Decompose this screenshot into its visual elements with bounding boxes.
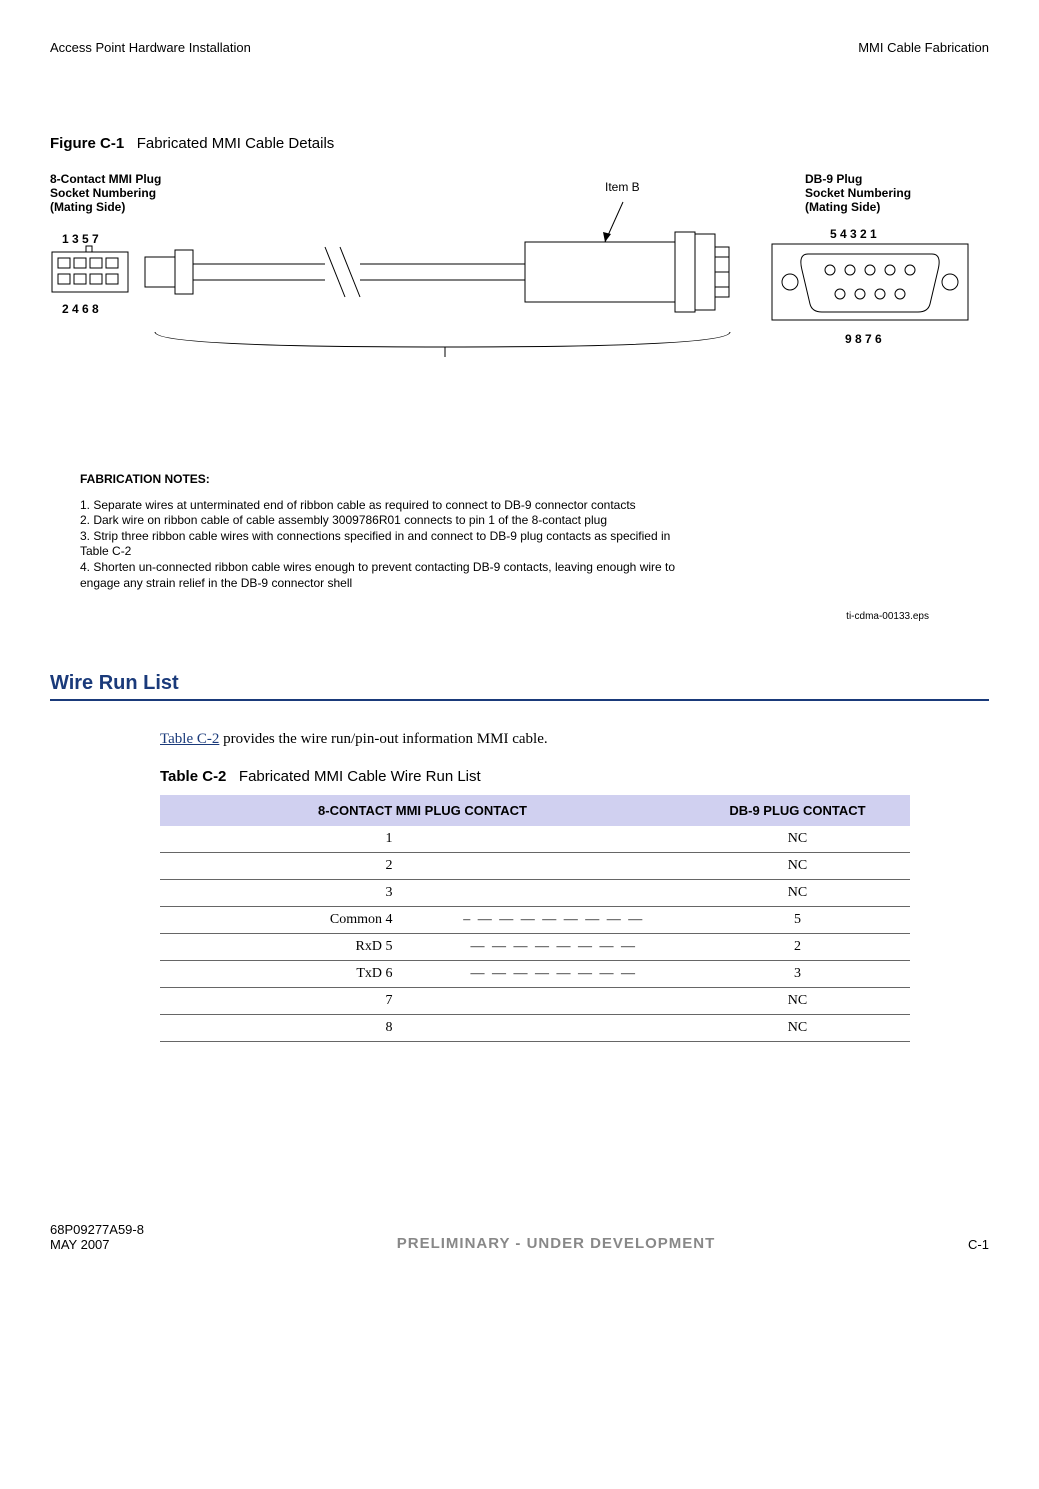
left-conn-l1: 8-Contact MMI Plug [50, 172, 161, 186]
cell-wire-dash [423, 1015, 686, 1042]
fabrication-notes: FABRICATION NOTES: 1. Separate wires at … [80, 472, 680, 591]
left-conn-l2: Socket Numbering [50, 186, 161, 200]
cell-db9-contact: NC [685, 880, 910, 907]
table-row: 2 NC [160, 853, 910, 880]
cell-mmi-contact: TxD 6 [160, 961, 423, 988]
cell-wire-dash [423, 880, 686, 907]
table-label: Table C-2 [160, 768, 226, 785]
page-header: Access Point Hardware Installation MMI C… [50, 40, 989, 55]
cell-db9-contact: NC [685, 826, 910, 853]
cell-db9-contact: 2 [685, 934, 910, 961]
table-header-right: DB-9 PLUG CONTACT [685, 795, 910, 826]
right-pins-top: 5 4 3 2 1 [830, 227, 877, 241]
right-conn-l3: (Mating Side) [805, 200, 911, 214]
page-footer: 68P09277A59-8 MAY 2007 PRELIMINARY - UND… [50, 1222, 989, 1252]
cable-diagram: 8-Contact MMI Plug Socket Numbering (Mat… [50, 172, 990, 432]
section-body: Table C-2 provides the wire run/pin-out … [160, 731, 989, 748]
table-row: 3 NC [160, 880, 910, 907]
eps-filename: ti-cdma-00133.eps [50, 611, 989, 622]
figure-title: Figure C-1 Fabricated MMI Cable Details [50, 135, 989, 152]
cell-db9-contact: NC [685, 1015, 910, 1042]
section-body-suffix: provides the wire run/pin-out informatio… [219, 731, 547, 747]
cell-mmi-contact: 1 [160, 826, 423, 853]
wire-run-table: 8-CONTACT MMI PLUG CONTACT DB-9 PLUG CON… [160, 795, 910, 1042]
table-title: Table C-2 Fabricated MMI Cable Wire Run … [160, 768, 989, 785]
cell-wire-dash [423, 826, 686, 853]
cell-wire-dash: — — — — — — — — [423, 934, 686, 961]
table-header-left: 8-CONTACT MMI PLUG CONTACT [160, 795, 685, 826]
left-pins-top: 1 3 5 7 [62, 232, 99, 246]
table-link[interactable]: Table C-2 [160, 731, 219, 747]
footer-doc-num: 68P09277A59-8 [50, 1222, 144, 1237]
cell-db9-contact: NC [685, 988, 910, 1015]
right-conn-l2: Socket Numbering [805, 186, 911, 200]
figure-title-text: Fabricated MMI Cable Details [137, 135, 335, 152]
mmi-plug-icon [50, 250, 140, 300]
right-connector-label: DB-9 Plug Socket Numbering (Mating Side) [805, 172, 911, 214]
fab-note-4: 4. Shorten un-connected ribbon cable wir… [80, 560, 680, 591]
footer-date: MAY 2007 [50, 1237, 144, 1252]
cell-mmi-contact: 7 [160, 988, 423, 1015]
left-pins-bot: 2 4 6 8 [62, 302, 99, 316]
fab-note-2: 2. Dark wire on ribbon cable of cable as… [80, 513, 680, 529]
cell-mmi-contact: 8 [160, 1015, 423, 1042]
section-title: Wire Run List [50, 672, 989, 701]
table-row: 7 NC [160, 988, 910, 1015]
figure-label: Figure C-1 [50, 135, 124, 152]
footer-page-num: C-1 [968, 1237, 989, 1252]
cell-db9-contact: NC [685, 853, 910, 880]
header-right: MMI Cable Fabrication [858, 40, 989, 55]
cell-wire-dash: – — — — — — — — — [423, 907, 686, 934]
fab-notes-title: FABRICATION NOTES: [80, 472, 680, 488]
cell-db9-contact: 3 [685, 961, 910, 988]
table-row: RxD 5— — — — — — — —2 [160, 934, 910, 961]
footer-center: PRELIMINARY - UNDER DEVELOPMENT [397, 1235, 716, 1252]
item-b-label: Item B [605, 180, 640, 194]
right-pins-bot: 9 8 7 6 [845, 332, 882, 346]
cell-mmi-contact: 3 [160, 880, 423, 907]
cell-wire-dash [423, 988, 686, 1015]
fab-note-3: 3. Strip three ribbon cable wires with c… [80, 529, 680, 560]
cell-mmi-contact: Common 4 [160, 907, 423, 934]
table-row: Common 4– — — — — — — — —5 [160, 907, 910, 934]
cell-wire-dash: — — — — — — — — [423, 961, 686, 988]
cell-wire-dash [423, 853, 686, 880]
db9-plug-icon [770, 242, 970, 342]
fab-note-1: 1. Separate wires at unterminated end of… [80, 498, 680, 514]
table-title-text: Fabricated MMI Cable Wire Run List [239, 768, 481, 785]
cell-db9-contact: 5 [685, 907, 910, 934]
table-row: 8 NC [160, 1015, 910, 1042]
cell-mmi-contact: 2 [160, 853, 423, 880]
table-row: TxD 6— — — — — — — —3 [160, 961, 910, 988]
footer-left: 68P09277A59-8 MAY 2007 [50, 1222, 144, 1252]
right-conn-l1: DB-9 Plug [805, 172, 911, 186]
cable-body-icon [145, 202, 785, 362]
table-row: 1 NC [160, 826, 910, 853]
cell-mmi-contact: RxD 5 [160, 934, 423, 961]
header-left: Access Point Hardware Installation [50, 40, 251, 55]
